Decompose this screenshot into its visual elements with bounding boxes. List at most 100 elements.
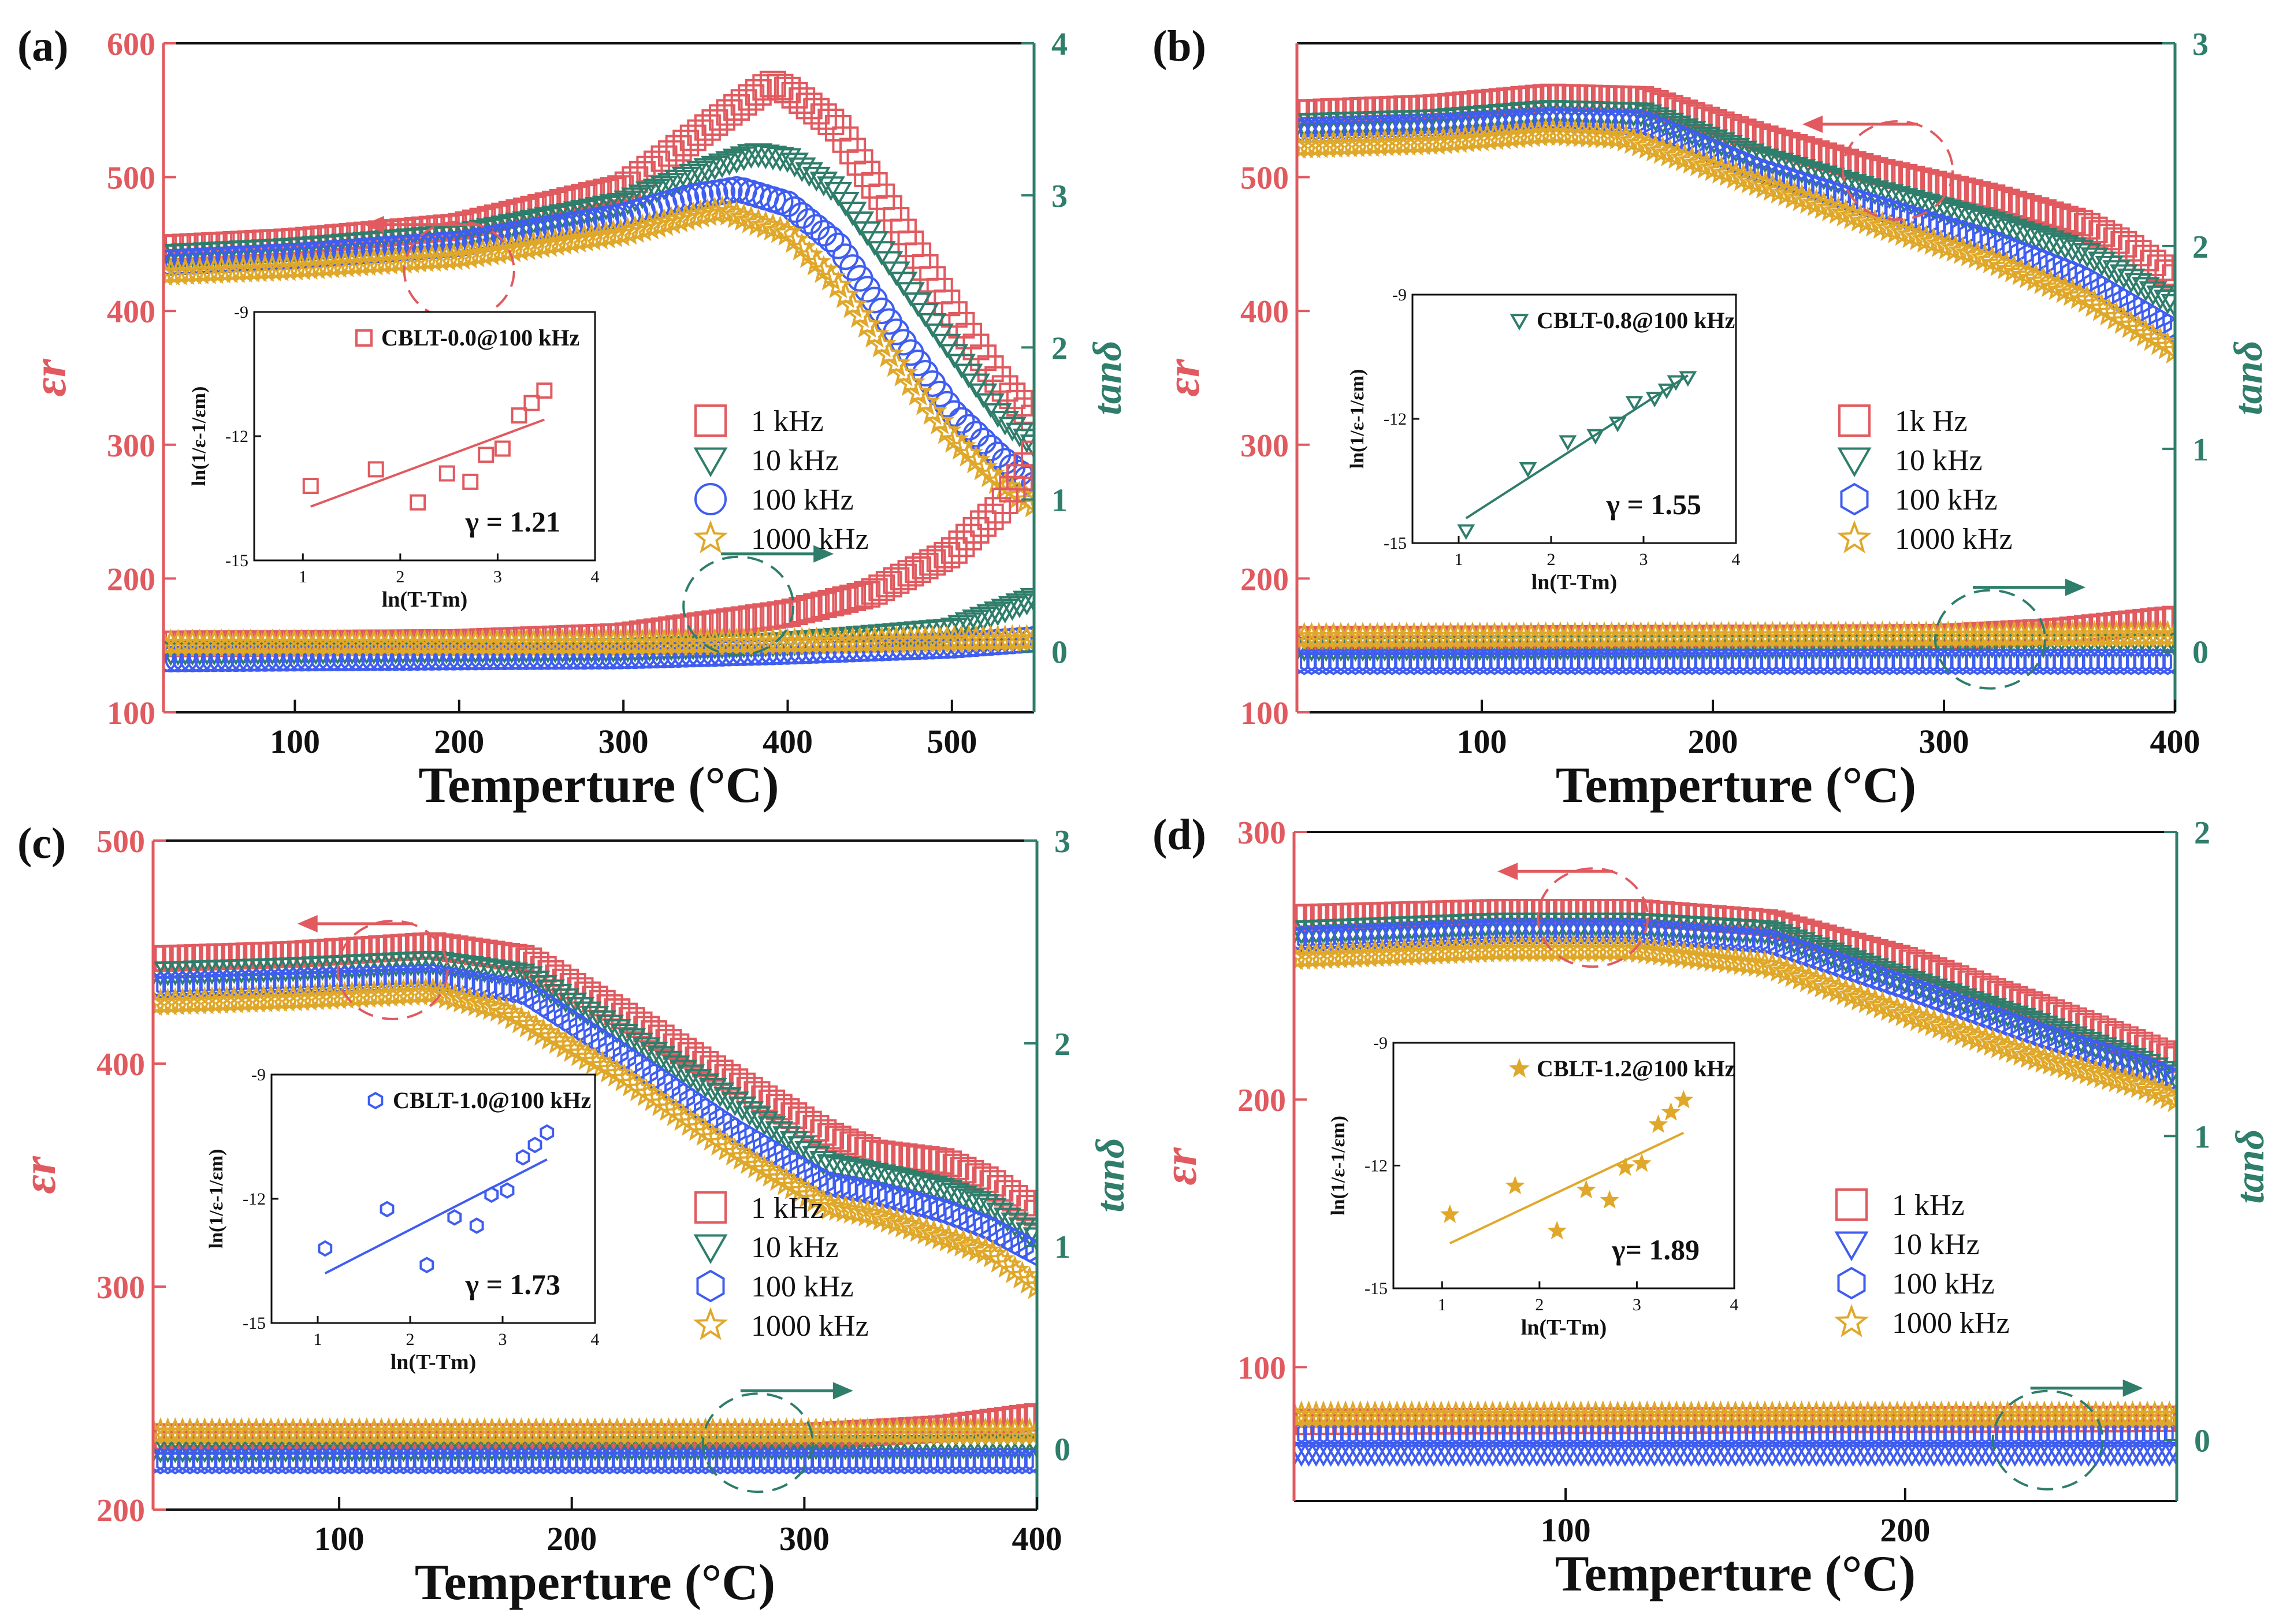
eps-marker	[1632, 935, 1662, 964]
right-y-tick-label: 2	[1054, 1027, 1070, 1062]
legend-marker	[1834, 1304, 1869, 1337]
eps-marker	[2162, 1084, 2177, 1112]
eps-marker	[715, 151, 743, 176]
eps-marker	[2154, 259, 2175, 286]
left-y-tick-label: 600	[107, 27, 155, 62]
eps-marker	[767, 73, 794, 101]
eps-marker	[2133, 1054, 2162, 1079]
inset-point	[523, 395, 540, 411]
eps-marker	[657, 173, 686, 198]
eps-marker	[686, 161, 715, 186]
inset-y-tick-label: -9	[234, 303, 248, 322]
eps-marker	[475, 218, 504, 243]
x-tick-label: 400	[2150, 723, 2200, 760]
tan-marker	[868, 574, 895, 601]
eps-marker	[861, 172, 888, 199]
eps-marker	[2121, 1050, 2144, 1078]
tan-series-1000kHz	[163, 624, 1034, 657]
eps-marker	[1436, 125, 1466, 154]
left-y-tick-label: 300	[1240, 428, 1289, 464]
eps-marker	[563, 210, 590, 237]
inset-point	[447, 1209, 462, 1226]
tan-marker	[789, 597, 816, 623]
eps-marker	[671, 166, 700, 192]
eps-marker	[581, 1006, 609, 1031]
eps-marker	[816, 176, 845, 201]
inset-x-tick-label: 1	[1455, 550, 1463, 569]
right-y-tick-label: 1	[2194, 1119, 2210, 1155]
eps-marker	[1642, 919, 1667, 946]
inset-point	[527, 1136, 542, 1154]
eps-marker	[497, 214, 526, 239]
tan-marker	[954, 612, 983, 637]
left-arrow-head	[297, 915, 318, 932]
eps-marker	[632, 1037, 661, 1062]
eps-marker	[745, 79, 772, 106]
tan-marker	[498, 643, 525, 670]
eps-marker	[1443, 125, 1473, 153]
x-axis-title: Temperture (°C)	[418, 757, 779, 813]
left-y-tick-label: 400	[96, 1047, 145, 1083]
inset-point	[1679, 371, 1697, 387]
legend: 1k Hz 10 kHz 100 kHz 1000 kHz	[1836, 404, 2013, 556]
inset-point	[484, 1186, 499, 1203]
eps-marker	[573, 1001, 602, 1027]
tan-marker	[2156, 648, 2175, 675]
tan-marker	[795, 594, 823, 622]
tan-series-100kHz	[153, 1447, 1037, 1475]
legend-label: 100 kHz	[751, 484, 854, 516]
inset-y-tick-label: -9	[1373, 1034, 1388, 1053]
inset-point	[438, 465, 455, 482]
inset-x-tick-label: 3	[1633, 1295, 1641, 1314]
eps-marker	[2081, 216, 2108, 243]
tan-marker	[593, 642, 620, 670]
inset-point	[1600, 1190, 1619, 1209]
tan-marker	[1025, 1447, 1037, 1475]
right-axis-circle	[701, 1392, 814, 1493]
tan-marker	[824, 588, 852, 615]
inset-title: CBLT-1.0@100 kHz	[393, 1087, 591, 1113]
inset-legend-marker	[355, 329, 373, 347]
inset-point	[1577, 1180, 1596, 1199]
eps-marker	[983, 403, 1012, 428]
eps-marker	[810, 103, 837, 130]
tan-marker	[505, 643, 533, 670]
legend-label: 1000 kHz	[1895, 523, 2013, 556]
tan-marker	[940, 537, 968, 564]
eps-marker	[2140, 249, 2166, 276]
inset-y-tick-label: -15	[243, 1314, 266, 1333]
eps-marker	[281, 243, 308, 270]
inset-fit-line	[324, 1158, 548, 1274]
legend-label: 100 kHz	[1895, 484, 1998, 516]
legend-label: 10 kHz	[1895, 444, 1983, 477]
eps-marker	[664, 169, 693, 195]
eps-marker	[614, 171, 641, 198]
right-arrow-head	[813, 545, 834, 563]
eps-marker	[694, 114, 721, 141]
eps-marker	[942, 1153, 969, 1180]
plot-area	[1294, 898, 2177, 1467]
eps-marker	[2088, 220, 2116, 247]
tan-marker	[983, 601, 1012, 626]
left-y-tick-label: 500	[107, 161, 155, 196]
inset-x-tick-label: 3	[493, 567, 502, 586]
legend: 1 kHz 10 kHz 100 kHz 1000 kHz	[1834, 1188, 2010, 1340]
left-axis-circle	[1842, 120, 1954, 221]
eps-marker	[773, 148, 802, 173]
eps-marker	[640, 1042, 668, 1067]
eps-marker	[2161, 293, 2175, 319]
inset-x-tick-label: 2	[1535, 1295, 1544, 1314]
tan-marker	[404, 644, 431, 671]
inset-legend-marker	[1509, 1058, 1530, 1078]
tan-marker	[2163, 648, 2175, 675]
legend: 1 kHz 10 kHz 100 kHz 1000 kHz	[693, 1191, 869, 1343]
eps-marker	[469, 220, 497, 245]
eps-marker	[1639, 937, 1670, 965]
eps-marker	[566, 997, 594, 1022]
inset-y-title: ln(1/ε-1/εm)	[188, 387, 210, 486]
eps-marker	[2023, 197, 2050, 224]
eps-marker	[163, 249, 177, 276]
x-tick-label: 100	[1457, 723, 1507, 760]
eps-marker	[1597, 121, 1626, 149]
legend-marker	[694, 404, 727, 437]
